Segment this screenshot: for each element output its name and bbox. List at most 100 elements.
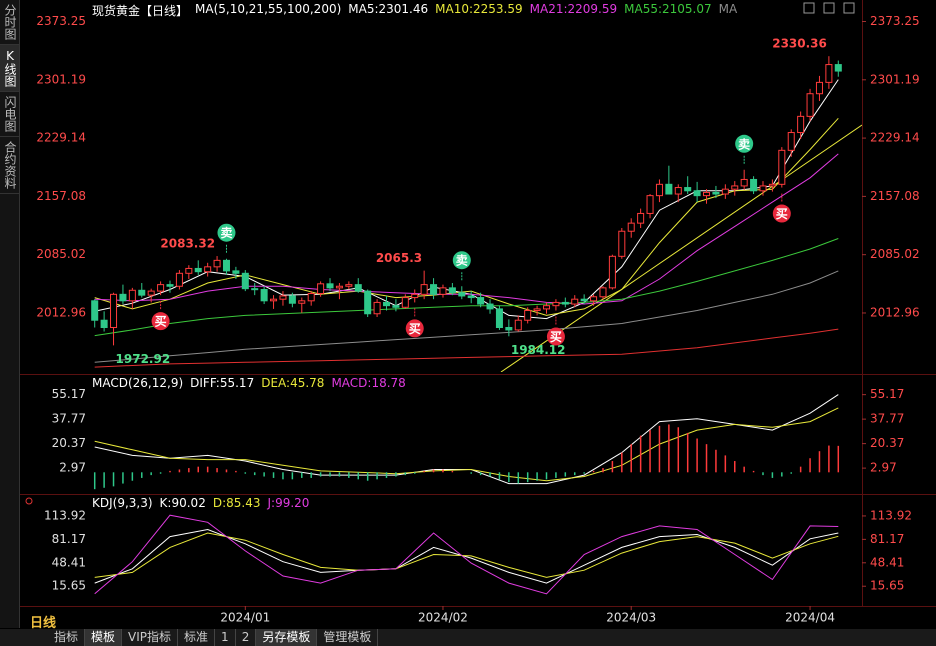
footer-tab[interactable]: 2 (236, 629, 257, 646)
candle-body (768, 183, 776, 187)
candle-body (571, 298, 579, 305)
y-tick-label: 2157.08 (870, 189, 920, 203)
candle-body (646, 195, 654, 214)
signal-label: 卖 (456, 253, 468, 268)
legend-name: MA5: (348, 2, 379, 16)
candle-body (731, 185, 739, 190)
y-tick-label: 2373.25 (870, 14, 920, 28)
candle-body (345, 284, 353, 287)
candle-body (759, 185, 767, 192)
panel-header: MACD(26,12,9) DIFF:55.17 DEA:45.78 MACD:18.… (92, 376, 406, 390)
candle-body (222, 259, 230, 272)
legend-item: J:99.20 (267, 496, 309, 510)
toolbar-icons (25, 2, 855, 505)
candle-body (317, 283, 325, 295)
legend-value: 55.17 (219, 376, 255, 390)
y-tick-label: 2012.96 (36, 305, 86, 319)
legend-value: 2209.59 (567, 2, 618, 16)
footer-tab[interactable]: VIP指标 (122, 629, 179, 646)
candle-body (194, 267, 202, 273)
candle-body (750, 178, 758, 192)
candle-body (241, 272, 249, 290)
candle-body (260, 288, 268, 302)
icon[interactable] (823, 2, 835, 14)
candle-body (740, 178, 748, 187)
x-tick-label: 2024/04 (785, 611, 835, 625)
footer-tab[interactable]: 标准 (178, 629, 216, 646)
candle-body (439, 287, 447, 295)
candle-body (495, 308, 503, 329)
y-tick-label: 20.37 (870, 436, 904, 450)
candle-body (712, 191, 720, 195)
candle-body (270, 298, 278, 302)
icon[interactable] (803, 2, 815, 14)
footer-tab[interactable]: 管理模板 (317, 629, 379, 646)
sidebar-tab[interactable]: 合约资料 (0, 137, 19, 194)
candle-body (778, 149, 786, 185)
legend-value: 2105.07 (662, 2, 712, 16)
footer-spacer (0, 629, 48, 646)
candle-body (307, 293, 315, 302)
y-tick-label: 2.97 (59, 461, 86, 475)
series-line (94, 528, 839, 584)
candle-body (401, 297, 409, 308)
candle-body (335, 285, 343, 289)
legend-name: J: (267, 496, 276, 510)
candle-body (420, 284, 428, 295)
y-tick-label: 2085.02 (870, 247, 920, 261)
candle-body (364, 290, 372, 315)
signal-badge (546, 327, 565, 346)
candle-body (684, 187, 692, 192)
candle-body (552, 301, 560, 307)
candle-body (175, 272, 183, 287)
y-tick-label: 2157.08 (36, 189, 86, 203)
candle-body (542, 305, 551, 310)
candle-body (703, 191, 711, 197)
signal-badge (151, 312, 170, 331)
candle-body (590, 296, 598, 302)
legend-item: DEA:45.78 (261, 376, 324, 390)
legend-item: D:85.43 (213, 496, 261, 510)
period-label: 日线 (30, 616, 57, 631)
signal-badge (217, 223, 236, 242)
candle-body (608, 255, 616, 289)
legend-name: MA10: (435, 2, 474, 16)
candle-body (279, 295, 287, 300)
candle-body (91, 300, 99, 321)
candle-body (354, 284, 362, 292)
icon[interactable] (25, 497, 33, 505)
candle-body (251, 288, 259, 291)
candle-body (100, 319, 108, 329)
footer-tab[interactable]: 另存模板 (256, 629, 318, 646)
footer-tab[interactable]: 模板 (85, 629, 123, 646)
panel-title: 现货黄金【日线】 (92, 4, 189, 18)
y-tick-label: 15.65 (52, 579, 86, 593)
x-tick-label: 2024/02 (418, 611, 468, 625)
footer-tab[interactable]: 指标 (48, 629, 86, 646)
candle-body (655, 183, 663, 197)
sidebar-tab[interactable]: K线图 (0, 45, 19, 92)
y-tick-label: 20.37 (52, 436, 86, 450)
candle-body (392, 305, 400, 308)
y-tick-label: 81.17 (52, 532, 86, 546)
candle-body (815, 81, 823, 95)
legend-item: DIFF:55.17 (190, 376, 254, 390)
candle-body (204, 266, 212, 273)
legend-name: K: (159, 496, 172, 510)
legend-value: 90.02 (171, 496, 206, 510)
sidebar-tab[interactable]: 分时图 (0, 0, 19, 45)
signal-label: 卖 (738, 136, 750, 151)
candle-body (326, 283, 334, 289)
footer-tabs: 指标 模板 VIP指标 标准 1 2 另存模板 管理模板 (0, 629, 936, 646)
y-tick-label: 55.17 (870, 387, 904, 401)
legend-value: 99.20 (275, 496, 310, 510)
y-tick-label: 2301.19 (870, 72, 920, 86)
footer-tab[interactable]: 1 (215, 629, 236, 646)
legend-item: MACD:18.78 (331, 376, 405, 390)
icon[interactable] (843, 2, 855, 14)
sidebar: 分时图 K线图 闪电图 合约资料 (0, 0, 20, 628)
panel-subtitle: MA(5,10,21,55,100,200) (195, 2, 342, 16)
sidebar-tab[interactable]: 闪电图 (0, 92, 19, 137)
panel-header: 现货黄金【日线】 MA(5,10,21,55,100,200) MA5:2301.4… (92, 2, 737, 19)
